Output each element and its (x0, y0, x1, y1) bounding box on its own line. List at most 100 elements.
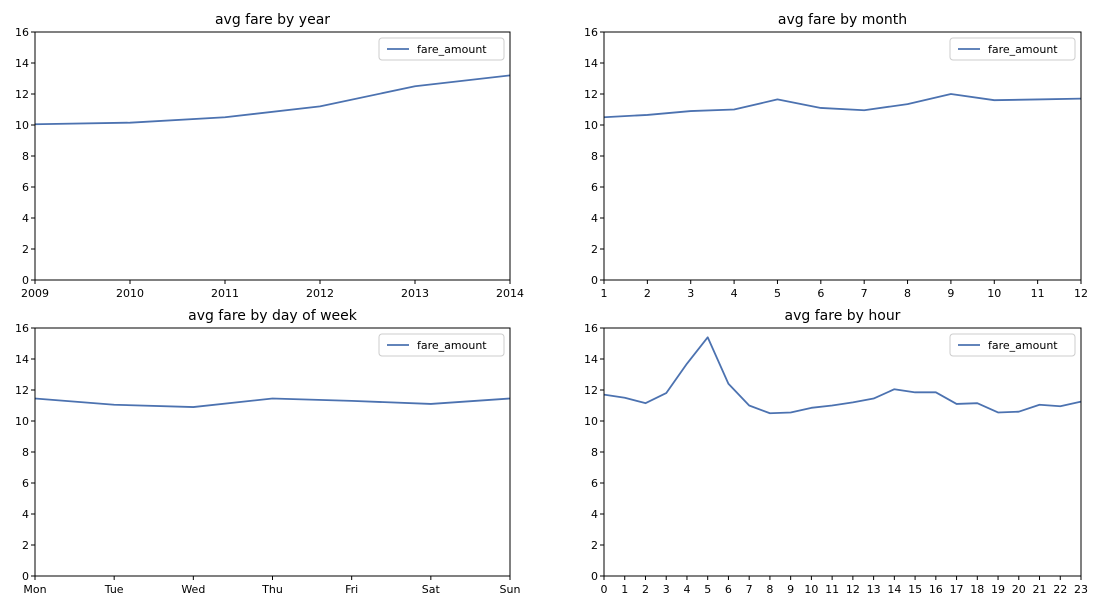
y-tick-label: 10 (584, 415, 598, 428)
x-tick-label: Tue (104, 583, 124, 596)
y-tick-label: 16 (584, 26, 598, 39)
plot-frame (34, 327, 511, 577)
series-line-fare-amount (34, 74, 511, 126)
chart-title: avg fare by year (215, 12, 330, 28)
x-tick-label: 23 (1074, 583, 1088, 596)
y-tick-label: 4 (22, 508, 29, 521)
legend: fare_amount (378, 333, 505, 357)
x-tick-label: 2011 (211, 287, 239, 300)
y-tick-label: 8 (22, 150, 29, 163)
legend-box (949, 333, 1076, 357)
legend-box (378, 333, 505, 357)
x-tick-label: 1 (601, 287, 608, 300)
y-tick-label: 14 (15, 353, 29, 366)
x-tick-label: 12 (846, 583, 860, 596)
x-tick-label: 12 (1074, 287, 1088, 300)
x-tick-label: 4 (731, 287, 738, 300)
x-tick-label: 2013 (401, 287, 429, 300)
x-tick-label: 2014 (496, 287, 524, 300)
x-tick-label: Mon (23, 583, 46, 596)
y-tick-label: 6 (22, 181, 29, 194)
y-tick-label: 8 (591, 150, 598, 163)
y-tick-label: 12 (584, 384, 598, 397)
y-tick-label: 6 (591, 477, 598, 490)
series-line-fare-amount (603, 93, 1082, 119)
x-tick-label: 17 (950, 583, 964, 596)
x-tick-label: 21 (1033, 583, 1047, 596)
x-tick-label: 13 (867, 583, 881, 596)
x-tick-label: Thu (261, 583, 283, 596)
y-tick-label: 14 (15, 57, 29, 70)
x-tick-label: 0 (601, 583, 608, 596)
x-tick-label: 22 (1053, 583, 1067, 596)
x-tick-label: 14 (887, 583, 901, 596)
x-tick-label: 11 (1031, 287, 1045, 300)
y-tick-label: 16 (15, 322, 29, 335)
x-tick-label: 8 (904, 287, 911, 300)
x-tick-label: 2 (644, 287, 651, 300)
plot-frame (603, 327, 1082, 577)
y-tick-label: 12 (15, 88, 29, 101)
x-tick-label: 10 (987, 287, 1001, 300)
x-tick-label: Fri (345, 583, 358, 596)
y-tick-label: 0 (22, 274, 29, 287)
chart-title: avg fare by hour (785, 308, 901, 324)
x-tick-label: 5 (774, 287, 781, 300)
legend-label: fare_amount (988, 43, 1058, 56)
legend-box (378, 37, 505, 61)
y-tick-label: 16 (15, 26, 29, 39)
y-tick-label: 2 (22, 243, 29, 256)
x-tick-label: 9 (787, 583, 794, 596)
legend: fare_amount (949, 37, 1076, 61)
x-tick-label: 4 (683, 583, 690, 596)
chart-panel-year: avg fare by year 0 2 4 6 8 10 12 14 16 2009 2010 201… (15, 12, 524, 300)
y-tick-label: 6 (591, 181, 598, 194)
y-tick-label: 14 (584, 57, 598, 70)
x-tick-label: 16 (929, 583, 943, 596)
x-tick-label: Sun (500, 583, 521, 596)
y-tick-label: 14 (584, 353, 598, 366)
x-tick-label: 2009 (21, 287, 49, 300)
y-tick-label: 2 (591, 243, 598, 256)
y-tick-label: 4 (591, 212, 598, 225)
x-tick-label: 2 (642, 583, 649, 596)
chart-title: avg fare by day of week (188, 308, 358, 324)
x-tick-label: 7 (746, 583, 753, 596)
y-tick-label: 10 (15, 415, 29, 428)
legend: fare_amount (378, 37, 505, 61)
x-tick-label: 10 (804, 583, 818, 596)
series-line-fare-amount (603, 336, 1082, 415)
legend-label: fare_amount (417, 43, 487, 56)
x-tick-label: 19 (991, 583, 1005, 596)
x-tick-label: Sat (422, 583, 441, 596)
plot-frame (34, 31, 511, 281)
y-tick-label: 8 (591, 446, 598, 459)
x-tick-label: 8 (766, 583, 773, 596)
y-tick-label: 10 (15, 119, 29, 132)
y-tick-label: 0 (591, 570, 598, 583)
y-tick-label: 16 (584, 322, 598, 335)
x-tick-label: 9 (947, 287, 954, 300)
x-tick-label: 7 (861, 287, 868, 300)
chart-panel-day-of-week: avg fare by day of week 0 2 4 6 8 10 12 14 16 Mon T… (15, 308, 520, 596)
x-tick-label: 6 (817, 287, 824, 300)
y-tick-label: 6 (22, 477, 29, 490)
x-tick-label: 11 (825, 583, 839, 596)
x-tick-label: 3 (687, 287, 694, 300)
x-tick-label: 2012 (306, 287, 334, 300)
y-tick-label: 8 (22, 446, 29, 459)
x-tick-label: 18 (970, 583, 984, 596)
y-tick-label: 12 (584, 88, 598, 101)
y-tick-label: 12 (15, 384, 29, 397)
y-tick-label: 4 (591, 508, 598, 521)
y-tick-label: 0 (22, 570, 29, 583)
legend-label: fare_amount (417, 339, 487, 352)
x-tick-label: Wed (181, 583, 205, 596)
x-tick-label: 6 (725, 583, 732, 596)
x-tick-label: 2010 (116, 287, 144, 300)
series-line-fare-amount (34, 397, 511, 408)
y-tick-label: 2 (591, 539, 598, 552)
